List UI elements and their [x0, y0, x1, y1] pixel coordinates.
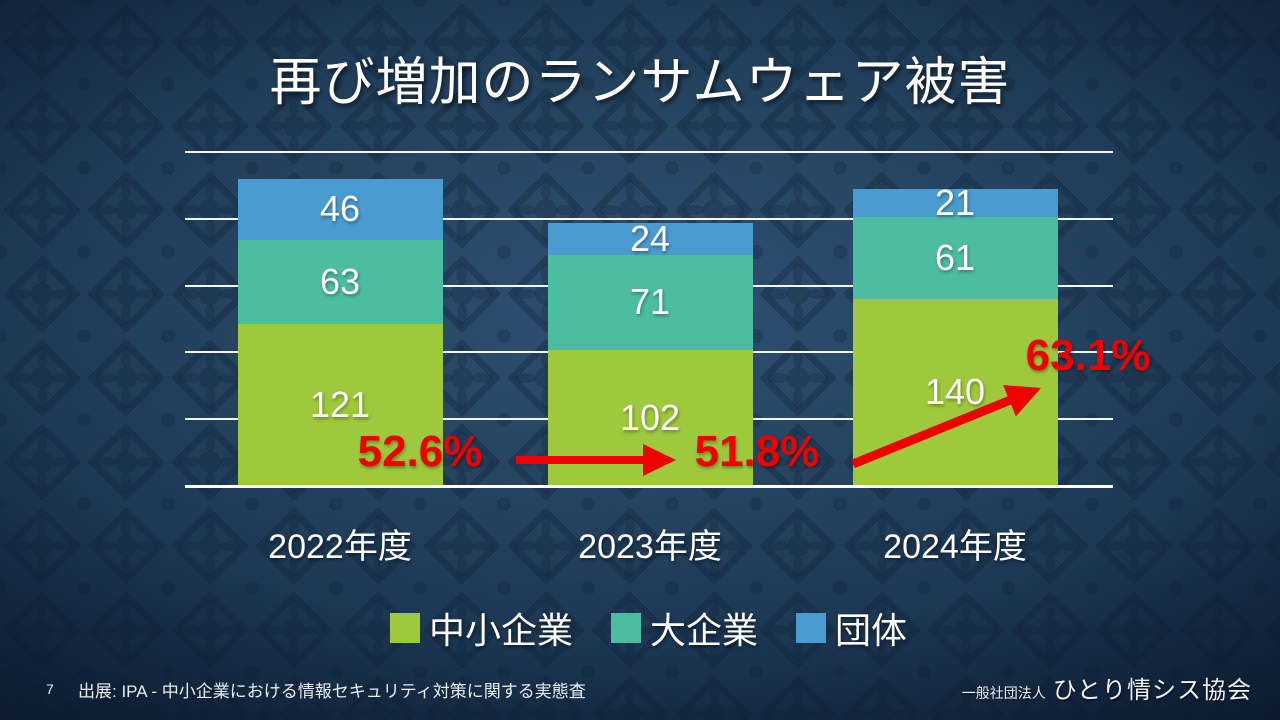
legend-swatch-teal [611, 613, 642, 643]
legend-swatch-blue [796, 613, 827, 643]
segment-value-label: 21 [934, 182, 976, 224]
segment-value-label: 63 [319, 261, 361, 303]
legend-swatch-green [390, 613, 420, 643]
segment-value-label: 71 [629, 281, 671, 323]
x-axis-category-label: 2022年度 [268, 528, 412, 566]
source-citation: 出展: IPA - 中小企業における情報セキュリティ対策に関する実態査 [78, 682, 586, 701]
legend-label-organization: 団体 [835, 610, 908, 651]
legend-item-organization: 団体 [796, 602, 907, 654]
x-axis-category-label: 2024年度 [883, 528, 1027, 566]
chart-legend: 中小企業 大企業 団体 [390, 602, 907, 654]
annotation-percent-2024: 63.1% [1025, 331, 1151, 380]
legend-label-sme: 中小企業 [429, 610, 574, 651]
annotation-percent-2023: 51.8% [694, 427, 820, 476]
bar-segment [852, 217, 1058, 299]
segment-value-label: 121 [309, 384, 371, 426]
bar-segment [547, 254, 753, 350]
bar-segment [547, 222, 753, 255]
bar-segment [237, 178, 443, 241]
gridline [185, 217, 1113, 220]
bar-segment [237, 240, 443, 325]
organization-logo: 一般社団法人 ひとり情シス協会 [962, 670, 1252, 705]
annotation-percent-2022: 52.6% [357, 427, 483, 476]
gridline [185, 151, 1113, 153]
segment-value-label: 46 [319, 188, 361, 230]
organization-name-label: ひとり情シス協会 [1052, 677, 1252, 704]
segment-value-label: 140 [924, 371, 986, 413]
segment-value-label: 24 [629, 217, 671, 259]
trend-arrow-up-right-icon [851, 385, 1041, 469]
bar-segment [237, 324, 443, 486]
organization-type-label: 一般社団法人 [961, 685, 1046, 701]
legend-item-sme: 中小企業 [390, 602, 573, 654]
slide-title: 再び増加のランサムウェア被害 [269, 54, 1011, 112]
x-axis-line [185, 485, 1113, 488]
x-axis-category-label: 2023年度 [578, 528, 722, 566]
trend-arrow-right-icon [516, 444, 676, 476]
segment-value-label: 102 [619, 396, 681, 438]
bar-segment [852, 189, 1058, 218]
legend-item-large-company: 大企業 [611, 602, 758, 654]
page-number: 7 [46, 681, 54, 697]
segment-value-label: 61 [934, 237, 976, 279]
legend-label-large-company: 大企業 [650, 610, 759, 651]
